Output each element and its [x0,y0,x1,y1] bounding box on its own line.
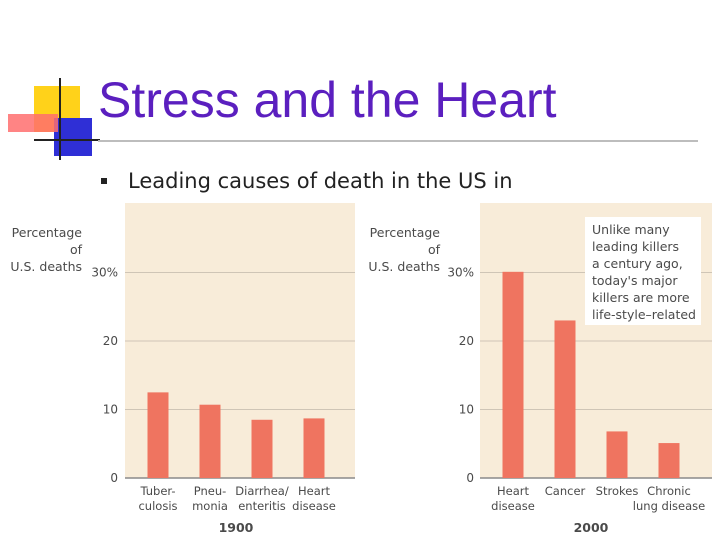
logo-red-bar [8,114,58,132]
bullet-text: Leading causes of death in the US in [128,169,513,193]
chart-title: 2000 [574,520,609,535]
category-label: lung disease [633,499,705,513]
slide-title: Stress and the Heart [98,72,557,128]
annotation-text: life-style–related [592,307,696,322]
category-label: Heart [298,484,330,498]
y-tick-label: 0 [466,471,474,485]
chart-title: 1900 [219,520,254,535]
y-tick-label: 20 [103,334,118,348]
category-label: Cancer [545,484,586,498]
bar [303,418,325,478]
category-label: disease [292,499,336,513]
chart-2000: 0 10 20 30% Percentage of U.S. deaths Heartdise… [368,217,712,535]
bar [502,271,524,478]
y-axis-label: of [428,242,441,257]
category-label: monia [192,499,228,513]
annotation-box [585,217,701,325]
y-axis-label: of [70,242,83,257]
category-label: Diarrhea/ [235,484,289,498]
category-label: Chronic [647,484,691,498]
y-tick-label: 10 [459,403,474,417]
category-label: culosis [138,499,177,513]
category-label: Pneu- [194,484,227,498]
y-tick-label: 10 [103,403,118,417]
bar [147,392,169,478]
title-underline [98,140,698,142]
category-label: Strokes [596,484,639,498]
death-causes-figure: 0 10 20 30% Percentage of U.S. deaths Tuber-cul… [10,203,712,535]
slide-logo-graphic [8,78,100,160]
bar [658,443,680,478]
annotation-text: today's major [592,273,678,288]
y-tick-label: 20 [459,334,474,348]
category-label: disease [491,499,535,513]
category-label: Tuber- [139,484,175,498]
bar [251,419,273,478]
y-tick-label: 0 [110,471,118,485]
category-label: enteritis [238,499,286,513]
y-axis-label: Percentage [12,225,83,240]
annotation-text: a century ago, [592,256,683,271]
category-label: Heart [497,484,529,498]
y-tick-label: 30% [447,266,474,280]
annotation-text: leading killers [592,239,679,254]
bar [606,431,628,478]
bar [199,404,221,478]
bullet-marker [101,178,107,184]
y-axis-label: U.S. deaths [10,259,82,274]
annotation-text: killers are more [592,290,690,305]
annotation-text: Unlike many [592,222,670,237]
chart-1900: 0 10 20 30% Percentage of U.S. deaths Tuber-cul… [10,225,355,535]
y-tick-label: 30% [91,266,118,280]
y-axis-label: Percentage [370,225,441,240]
bar [554,320,576,478]
y-axis-label: U.S. deaths [368,259,440,274]
